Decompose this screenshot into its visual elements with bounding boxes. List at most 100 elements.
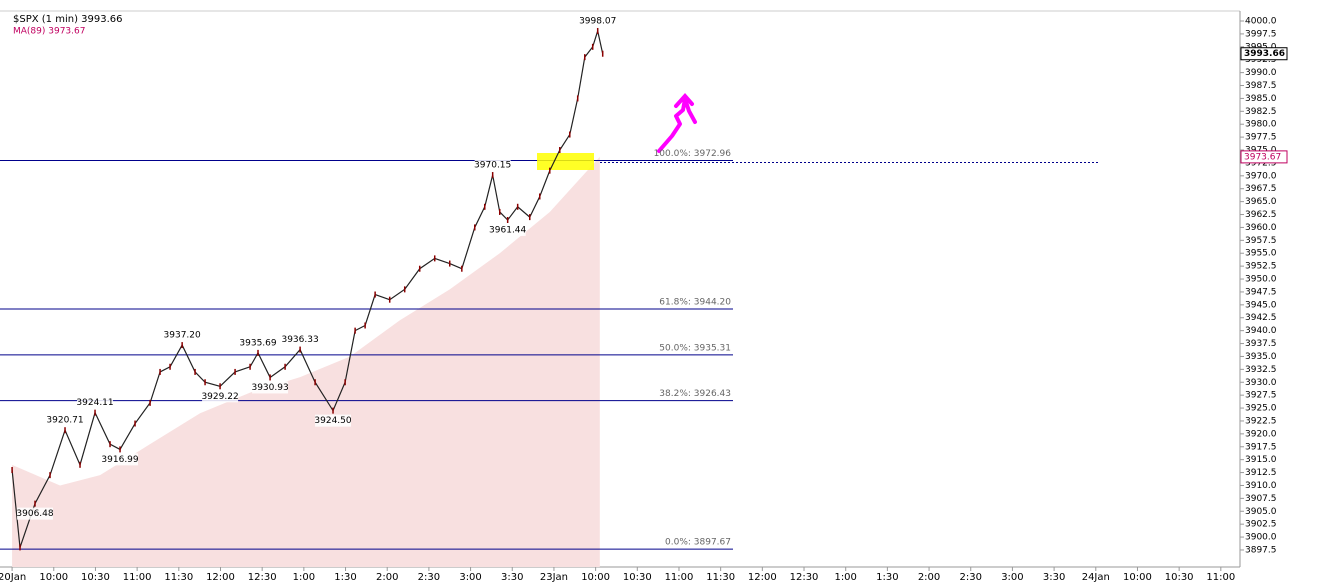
- y-tick-label: 3935.0: [1245, 352, 1277, 362]
- y-tick-label: 3900.0: [1245, 533, 1277, 543]
- annotation-label: 3970.15: [474, 161, 511, 171]
- x-tick-label: 10:00: [1123, 572, 1152, 583]
- y-tick-label: 4000.0: [1245, 17, 1277, 27]
- annotation-label: 3935.69: [239, 338, 276, 348]
- price-marker-box: [1240, 150, 1288, 164]
- y-tick-label: 3960.0: [1245, 223, 1277, 233]
- x-tick-label: 1:00: [834, 572, 856, 583]
- fib-label: 0.0%: 3897.67: [665, 538, 731, 548]
- annotation-label: 3930.93: [251, 383, 288, 393]
- y-tick-label: 3907.5: [1245, 494, 1277, 504]
- y-tick-label: 3912.5: [1245, 468, 1277, 478]
- x-tick-label: 1:30: [334, 572, 356, 583]
- annotation-box: [489, 224, 526, 237]
- y-tick-label: 3955.0: [1245, 249, 1277, 259]
- annotation-box: [579, 14, 616, 27]
- annotation-label: 3936.33: [281, 335, 318, 345]
- y-tick-label: 3915.0: [1245, 455, 1277, 465]
- annotation-box: [202, 390, 239, 403]
- y-tick-label: 3945.0: [1245, 300, 1277, 310]
- annotation-box: [102, 453, 139, 466]
- y-tick-label: 3997.5: [1245, 29, 1277, 39]
- x-tick-label: 3:30: [501, 572, 523, 583]
- price-marker-box: [1240, 47, 1288, 61]
- y-tick-label: 3932.5: [1245, 365, 1277, 375]
- x-tick-label: 1:30: [876, 572, 898, 583]
- annotation-label: 3920.71: [46, 416, 83, 426]
- y-tick-label: 3962.5: [1245, 210, 1277, 220]
- ma-area: [12, 156, 600, 568]
- y-tick-label: 3990.0: [1245, 68, 1277, 78]
- price-marker-label: 3973.67: [1244, 152, 1281, 162]
- y-tick-label: 3952.5: [1245, 262, 1277, 272]
- y-tick-label: 3940.0: [1245, 326, 1277, 336]
- y-tick-label: 3917.5: [1245, 442, 1277, 452]
- y-tick-label: 3965.0: [1245, 197, 1277, 207]
- fib-label: 100.0%: 3972.96: [654, 149, 732, 159]
- x-tick-label: 20Jan: [0, 572, 26, 583]
- annotation-box: [315, 414, 352, 427]
- annotation-box: [240, 336, 277, 349]
- annotation-label: 3916.99: [101, 455, 138, 465]
- x-tick-label: 11:00: [665, 572, 694, 583]
- y-tick-label: 3897.5: [1245, 545, 1277, 555]
- y-tick-label: 3977.5: [1245, 133, 1277, 143]
- annotation-label: 3924.50: [314, 416, 351, 426]
- y-tick-label: 3910.0: [1245, 481, 1277, 491]
- y-tick-label: 3902.5: [1245, 520, 1277, 530]
- annotation-box: [47, 414, 84, 427]
- x-tick-label: 12:30: [790, 572, 819, 583]
- annotation-label: 3924.11: [76, 398, 113, 408]
- x-tick-label: 11:00: [123, 572, 152, 583]
- y-tick-label: 3937.5: [1245, 339, 1277, 349]
- price-marker-label: 3993.66: [1244, 49, 1285, 59]
- legend-ma: MA(89) 3973.67: [13, 27, 85, 37]
- highlight: [537, 153, 594, 170]
- x-tick-label: 11:00: [1206, 572, 1235, 583]
- annotation-label: 3998.07: [579, 16, 616, 26]
- annotation-box: [164, 329, 201, 342]
- annotation-box: [252, 381, 289, 394]
- annotation-box: [77, 396, 114, 409]
- x-tick-label: 10:30: [1165, 572, 1194, 583]
- y-tick-label: 3922.5: [1245, 416, 1277, 426]
- x-tick-label: 2:30: [418, 572, 440, 583]
- fib-label: 50.0%: 3935.31: [659, 343, 731, 353]
- y-tick-label: 3967.5: [1245, 184, 1277, 194]
- x-tick-label: 10:30: [81, 572, 110, 583]
- x-tick-label: 2:00: [918, 572, 940, 583]
- annotation-box: [17, 507, 54, 520]
- x-tick-label: 12:00: [206, 572, 235, 583]
- x-tick-label: 12:30: [248, 572, 277, 583]
- x-tick-label: 2:00: [376, 572, 398, 583]
- y-tick-label: 3925.0: [1245, 404, 1277, 414]
- x-tick-label: 3:30: [1043, 572, 1065, 583]
- x-tick-label: 11:30: [164, 572, 193, 583]
- x-tick-label: 12:00: [748, 572, 777, 583]
- legend-price: $SPX (1 min) 3993.66: [13, 14, 123, 25]
- annotation-label: 3906.48: [16, 509, 53, 519]
- hand-drawn-arrowhead: [674, 92, 694, 108]
- hand-drawn-arrow: [657, 97, 697, 153]
- under-layer: [0, 156, 1098, 568]
- y-tick-label: 3942.5: [1245, 313, 1277, 323]
- x-tick-label: 2:30: [960, 572, 982, 583]
- annotation-label: 3961.44: [489, 226, 526, 236]
- x-tick-label: 1:00: [293, 572, 315, 583]
- y-tick-label: 3980.0: [1245, 120, 1277, 130]
- y-tick-label: 3987.5: [1245, 81, 1277, 91]
- x-tick-label: 3:00: [1001, 572, 1023, 583]
- y-tick-label: 3972.5: [1245, 158, 1277, 168]
- y-tick-label: 3920.0: [1245, 429, 1277, 439]
- y-tick-label: 3982.5: [1245, 107, 1277, 117]
- y-tick-label: 3957.5: [1245, 236, 1277, 246]
- annotation-label: 3929.22: [201, 392, 238, 402]
- x-tick-label: 10:30: [623, 572, 652, 583]
- y-tick-label: 3927.5: [1245, 391, 1277, 401]
- y-tick-label: 3905.0: [1245, 507, 1277, 517]
- x-tick-label: 24Jan: [1082, 572, 1110, 583]
- y-tick-label: 3930.0: [1245, 378, 1277, 388]
- x-tick-label: 3:00: [459, 572, 481, 583]
- y-tick-label: 3947.5: [1245, 287, 1277, 297]
